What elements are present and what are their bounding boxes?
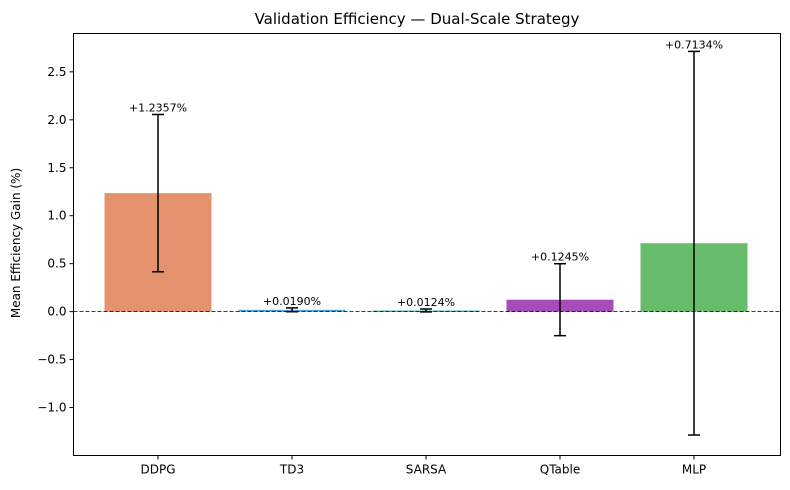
error-bar <box>554 262 566 337</box>
chart-title: Validation Efficiency — Dual-Scale Strat… <box>255 10 580 28</box>
y-tick-label: 1.0 <box>47 209 66 223</box>
data-label: +0.7134% <box>665 38 723 51</box>
error-bar <box>152 113 164 273</box>
y-tick-label: −1.0 <box>37 401 66 415</box>
y-axis-ticks: −1.0 −0.5 0.0 0.5 1.0 1.5 2.0 2.5 <box>37 65 74 415</box>
x-tick-label: SARSA <box>406 463 447 477</box>
plot-area: +1.2357% +0.0190% +0.0124% +0.1245% +0.7134% <box>73 38 781 436</box>
y-tick-label: −0.5 <box>37 353 66 367</box>
y-tick-label: 2.0 <box>47 113 66 127</box>
y-tick-label: 1.5 <box>47 161 66 175</box>
plot-frame <box>73 33 781 456</box>
x-axis-ticks: DDPG TD3 SARSA QTable MLP <box>140 455 706 477</box>
data-label: +0.1245% <box>531 251 589 264</box>
data-label: +1.2357% <box>129 101 187 114</box>
error-bar <box>688 50 700 436</box>
x-tick-label: DDPG <box>140 463 175 477</box>
error-bar <box>420 308 432 313</box>
y-axis-label: Mean Efficiency Gain (%) <box>9 168 23 318</box>
data-label: +0.0124% <box>397 296 455 309</box>
y-tick-label: 0.5 <box>47 257 66 271</box>
error-bar <box>286 307 298 313</box>
x-tick-label: QTable <box>540 463 580 477</box>
data-label: +0.0190% <box>263 295 321 308</box>
x-tick-label: TD3 <box>279 463 304 477</box>
y-tick-label: 2.5 <box>47 65 66 79</box>
y-tick-label: 0.0 <box>47 305 66 319</box>
x-tick-label: MLP <box>682 463 706 477</box>
